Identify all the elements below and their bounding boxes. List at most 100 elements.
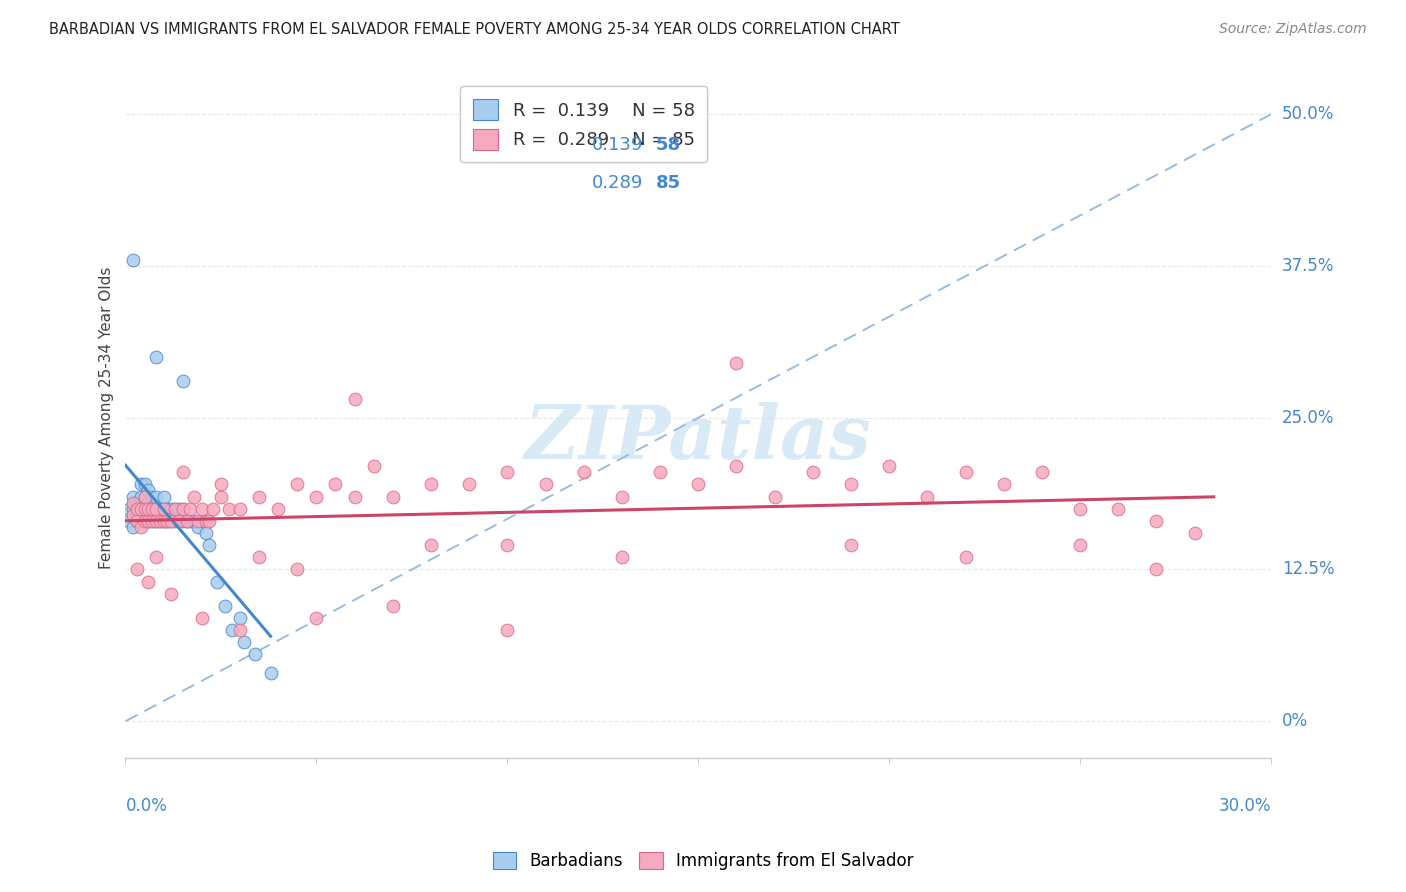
Point (763, 490, 786, 504)
Point (191, 611, 214, 625)
Point (125, 514, 148, 528)
Y-axis label: Female Poverty Among 25-34 Year Olds: Female Poverty Among 25-34 Year Olds (100, 267, 114, 569)
Point (138, 495, 160, 509)
Point (141, 490, 163, 504)
Legend: Barbadians, Immigrants from El Salvador: Barbadians, Immigrants from El Salvador (486, 845, 920, 877)
Point (420, 477, 443, 491)
Point (152, 514, 174, 528)
Point (145, 550, 167, 565)
Text: 50.0%: 50.0% (1282, 105, 1334, 123)
Point (955, 550, 977, 565)
Point (572, 465, 595, 479)
Point (138, 514, 160, 528)
Point (125, 562, 148, 576)
Point (209, 490, 232, 504)
Point (209, 477, 232, 491)
Text: 25.0%: 25.0% (1282, 409, 1334, 426)
Point (129, 490, 152, 504)
Point (688, 477, 710, 491)
Point (363, 459, 385, 474)
Point (420, 538, 443, 552)
Point (285, 477, 308, 491)
Point (176, 514, 198, 528)
Point (141, 514, 163, 528)
Point (877, 459, 900, 474)
Point (149, 501, 172, 516)
Point (125, 501, 148, 516)
Point (496, 465, 519, 479)
Legend: R =  0.139    N = 58, R =  0.289    N = 85: R = 0.139 N = 58, R = 0.289 N = 85 (460, 87, 707, 162)
Text: 0%: 0% (1282, 712, 1308, 731)
Point (152, 501, 174, 516)
Text: ZIPatlas: ZIPatlas (524, 401, 872, 475)
Point (160, 587, 183, 601)
Point (145, 501, 167, 516)
Point (198, 514, 221, 528)
Point (229, 611, 252, 625)
Point (325, 477, 347, 491)
Point (122, 501, 145, 516)
Point (118, 514, 141, 528)
Text: Source: ZipAtlas.com: Source: ZipAtlas.com (1219, 22, 1367, 37)
Point (176, 514, 198, 528)
Point (122, 520, 145, 534)
Point (187, 520, 209, 534)
Point (134, 490, 156, 504)
Point (167, 514, 190, 528)
Point (194, 514, 217, 528)
Point (165, 501, 187, 516)
Text: 30.0%: 30.0% (1219, 797, 1271, 814)
Point (247, 490, 270, 504)
Point (145, 350, 167, 364)
Point (138, 501, 160, 516)
Point (801, 465, 824, 479)
Point (172, 514, 194, 528)
Point (202, 501, 225, 516)
Point (343, 392, 366, 407)
Point (1184, 525, 1206, 540)
Point (381, 490, 404, 504)
Text: 85: 85 (657, 174, 681, 192)
Point (1069, 501, 1091, 516)
Point (458, 477, 481, 491)
Point (839, 538, 862, 552)
Point (534, 477, 557, 491)
Point (118, 501, 141, 516)
Point (247, 550, 270, 565)
Point (172, 374, 194, 388)
Point (610, 550, 633, 565)
Point (167, 501, 190, 516)
Point (267, 501, 290, 516)
Text: 37.5%: 37.5% (1282, 257, 1334, 275)
Point (214, 599, 236, 613)
Point (191, 501, 214, 516)
Point (305, 611, 328, 625)
Point (725, 459, 748, 474)
Point (149, 514, 172, 528)
Point (172, 501, 194, 516)
Point (183, 514, 205, 528)
Text: BARBADIAN VS IMMIGRANTS FROM EL SALVADOR FEMALE POVERTY AMONG 25-34 YEAR OLDS CO: BARBADIAN VS IMMIGRANTS FROM EL SALVADOR… (49, 22, 900, 37)
Text: 0.0%: 0.0% (125, 797, 167, 814)
Point (183, 490, 205, 504)
Point (152, 490, 174, 504)
Point (917, 490, 939, 504)
Point (648, 465, 671, 479)
Point (172, 501, 194, 516)
Point (218, 501, 240, 516)
Point (198, 538, 221, 552)
Point (381, 599, 404, 613)
Point (145, 490, 167, 504)
Point (343, 490, 366, 504)
Point (125, 508, 148, 522)
Point (134, 490, 156, 504)
Point (205, 574, 228, 589)
Point (955, 465, 977, 479)
Point (129, 477, 152, 491)
Point (156, 514, 179, 528)
Point (141, 514, 163, 528)
Point (122, 495, 145, 509)
Text: 0.289: 0.289 (592, 174, 643, 192)
Point (138, 483, 160, 498)
Point (1146, 562, 1168, 576)
